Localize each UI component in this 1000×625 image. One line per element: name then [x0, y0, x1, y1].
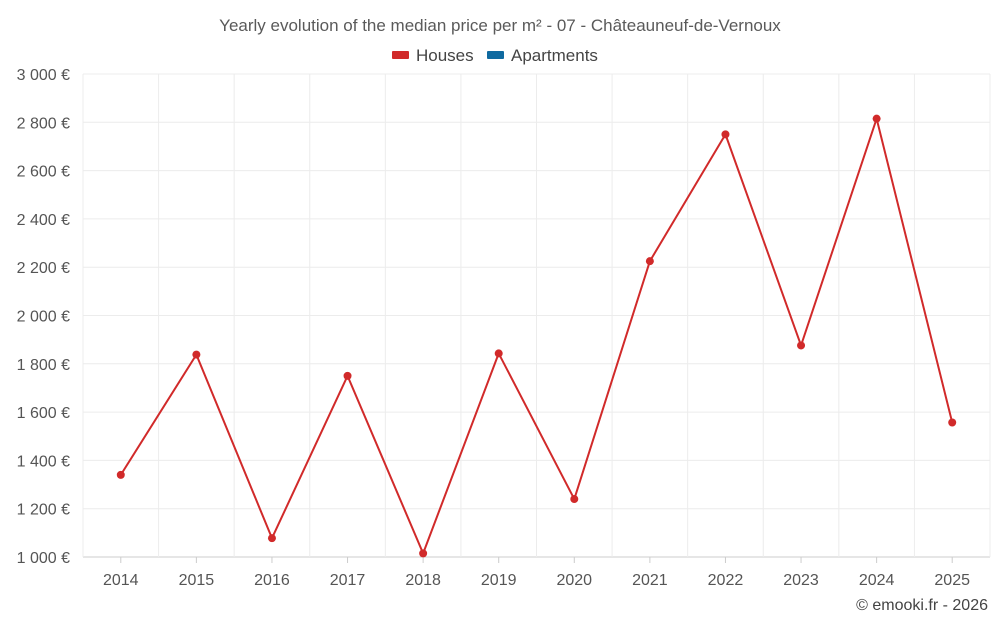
- y-tick-label: 1 200 €: [17, 502, 70, 519]
- chart-title: Yearly evolution of the median price per…: [219, 16, 781, 35]
- data-point-2024[interactable]: [872, 114, 881, 123]
- legend[interactable]: Houses Apartments: [392, 46, 598, 65]
- data-point-2022[interactable]: [721, 130, 730, 139]
- y-axis: 1 000 € 1 200 € 1 400 € 1 600 € 1 800 € 2 000…: [17, 67, 70, 567]
- x-tick-label: 2025: [934, 572, 970, 589]
- x-tick-label: 2019: [481, 572, 517, 589]
- x-tick-label: 2015: [179, 572, 215, 589]
- data-point-2025[interactable]: [948, 418, 957, 427]
- legend-swatch-houses: [392, 51, 409, 59]
- y-tick-label: 2 800 €: [17, 115, 70, 132]
- y-tick-label: 1 800 €: [17, 357, 70, 374]
- x-tick-label: 2017: [330, 572, 366, 589]
- legend-label-apartments[interactable]: Apartments: [511, 46, 598, 65]
- y-tick-label: 1 000 €: [17, 550, 70, 567]
- y-tick-label: 1 600 €: [17, 405, 70, 422]
- x-tick-label: 2024: [859, 572, 895, 589]
- data-point-2023[interactable]: [797, 341, 806, 350]
- y-tick-label: 2 400 €: [17, 212, 70, 229]
- x-tick-label: 2021: [632, 572, 668, 589]
- data-point-2017[interactable]: [343, 371, 352, 380]
- series-line-houses: [119, 117, 954, 555]
- data-point-2015[interactable]: [192, 350, 201, 359]
- legend-swatch-apartments: [487, 51, 504, 59]
- data-point-2020[interactable]: [570, 495, 579, 504]
- data-point-2019[interactable]: [494, 349, 503, 358]
- credit-text: © emooki.fr - 2026: [856, 597, 988, 614]
- y-tick-label: 2 000 €: [17, 309, 70, 326]
- data-point-2021[interactable]: [645, 257, 654, 266]
- y-tick-label: 2 200 €: [17, 260, 70, 277]
- grid: [82, 73, 991, 558]
- data-point-2018[interactable]: [419, 549, 428, 558]
- x-tick-label: 2022: [708, 572, 744, 589]
- series-houses: [116, 114, 957, 558]
- y-tick-label: 2 600 €: [17, 164, 70, 181]
- x-tick-label: 2020: [556, 572, 592, 589]
- x-tick-label: 2016: [254, 572, 290, 589]
- x-axis: 2014 2015 2016 2017 2018 2019 2020 2021 2022 2023…: [103, 557, 970, 589]
- legend-label-houses[interactable]: Houses: [416, 46, 474, 65]
- y-tick-label: 3 000 €: [17, 67, 70, 84]
- x-tick-label: 2018: [405, 572, 441, 589]
- x-tick-label: 2014: [103, 572, 139, 589]
- y-tick-label: 1 400 €: [17, 453, 70, 470]
- data-point-2014[interactable]: [116, 470, 125, 479]
- x-tick-label: 2023: [783, 572, 819, 589]
- data-point-2016[interactable]: [267, 534, 276, 543]
